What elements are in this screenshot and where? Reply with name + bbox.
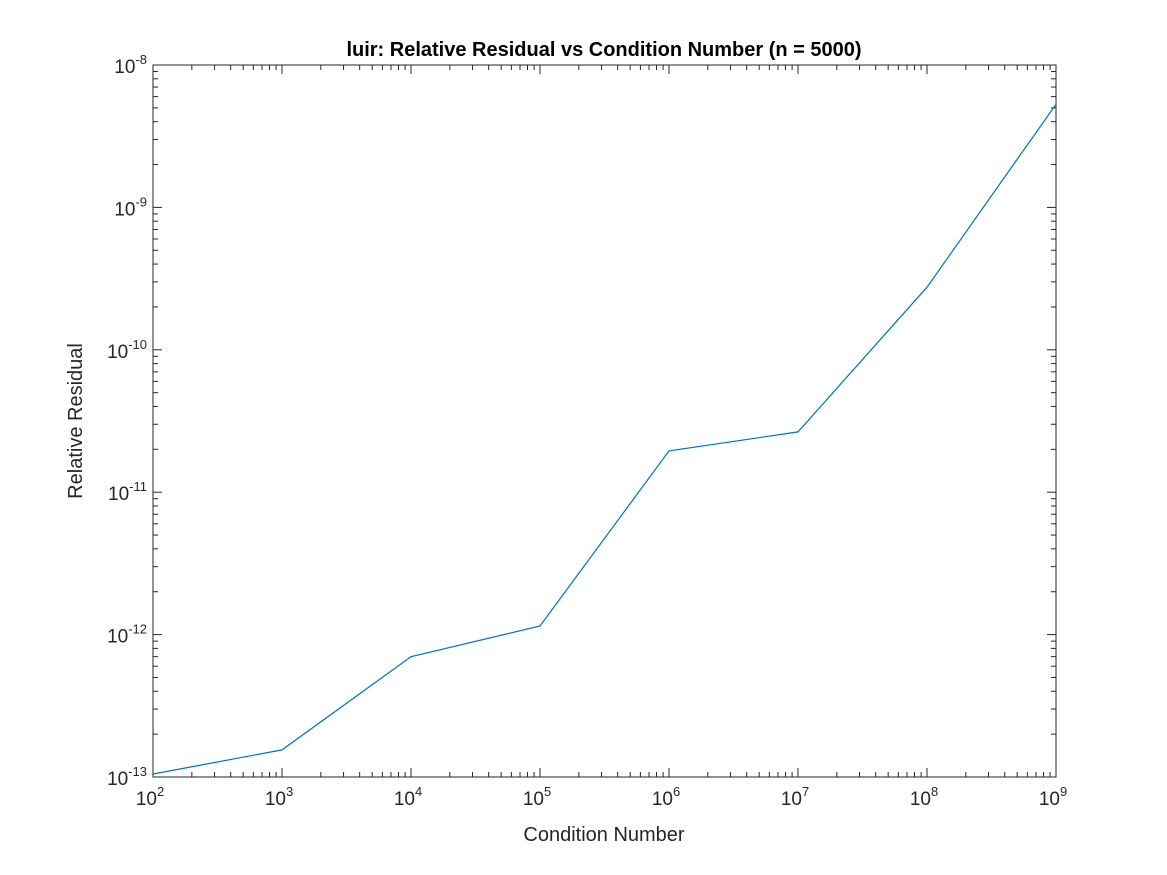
x-tick-label: 104 (394, 784, 422, 810)
x-tick-label: 109 (1039, 784, 1067, 810)
y-tick-label: 10-8 (114, 52, 147, 78)
y-tick-label: 10-11 (108, 479, 147, 505)
x-axis-label: Condition Number (523, 824, 685, 846)
major-ticks (152, 64, 1057, 778)
x-tick-label: 106 (652, 784, 680, 810)
x-tick-label: 102 (136, 784, 164, 810)
x-tick-labels: 102 103 104 105 106 107 108 109 (136, 784, 1067, 810)
chart-title: luir: Relative Residual vs Condition Num… (346, 39, 861, 61)
y-tick-label: 10-13 (107, 764, 147, 790)
y-tick-labels: 10-13 10-12 10-11 10-10 10-9 10-8 (107, 52, 147, 790)
y-tick-label: 10-9 (114, 194, 147, 220)
x-tick-label: 103 (265, 784, 293, 810)
plot-frame (152, 64, 1057, 778)
series-line-0 (152, 103, 1057, 775)
y-axis-label: Relative Residual (65, 343, 87, 499)
minor-ticks (153, 65, 1056, 777)
x-tick-label: 107 (781, 784, 809, 810)
y-tick-label: 10-12 (107, 622, 147, 648)
y-tick-label: 10-10 (107, 337, 147, 363)
plot-background (153, 65, 1056, 777)
x-tick-label: 108 (910, 784, 938, 810)
x-tick-label: 105 (523, 784, 551, 810)
series-group (152, 103, 1057, 775)
